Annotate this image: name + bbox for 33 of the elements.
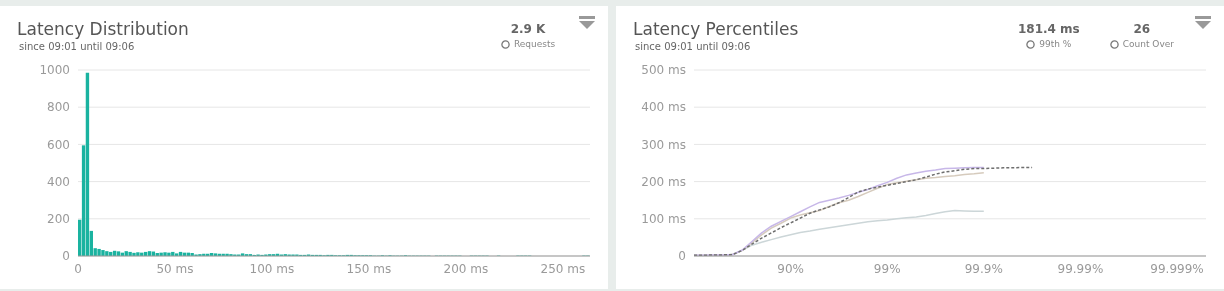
x-tick-label: 99.9% [964,261,1003,276]
x-tick-label: 90% [777,261,804,276]
x-tick-label: 0 [74,261,82,276]
y-tick-label: 200 [47,212,70,227]
y-tick-label: 300 ms [641,137,686,152]
y-tick-label: 0 [678,249,686,264]
text: 26 [1132,22,1152,36]
x-tick-label: 50 ms [156,261,194,276]
y-tick-label: 0 [62,249,70,264]
y-tick-label: 400 [47,174,70,189]
x-tick-label: 99% [873,261,901,276]
x-tick-label: 200 ms [443,261,489,276]
y-tick-label: 1000 [39,63,70,78]
y-tick-label: 800 [47,100,70,115]
y-tick-label: 400 ms [641,100,686,115]
chart-subtitle: since 09:01 until 09:06 [19,41,135,52]
chart-title: Latency Percentiles [633,19,799,39]
x-tick-label: 100 ms [249,261,295,276]
text: Requests [513,39,556,49]
x-tick-label: 250 ms [540,261,586,276]
y-tick-label: 600 [47,137,70,152]
x-tick-label: 99.999% [1150,261,1204,276]
text: 181.4 ms [1017,22,1080,36]
y-tick-label: 500 ms [641,63,686,78]
text: Count Over [1122,39,1174,49]
text: 2.9 K [509,22,547,36]
y-tick-label: 100 ms [641,212,686,227]
x-tick-label: 150 ms [346,261,392,276]
chart-subtitle: since 09:01 until 09:06 [635,41,751,52]
text: 99th % [1039,39,1072,49]
y-tick-label: 200 ms [641,174,686,189]
x-tick-label: 99.99% [1057,261,1104,276]
chart-title: Latency Distribution [17,19,189,39]
